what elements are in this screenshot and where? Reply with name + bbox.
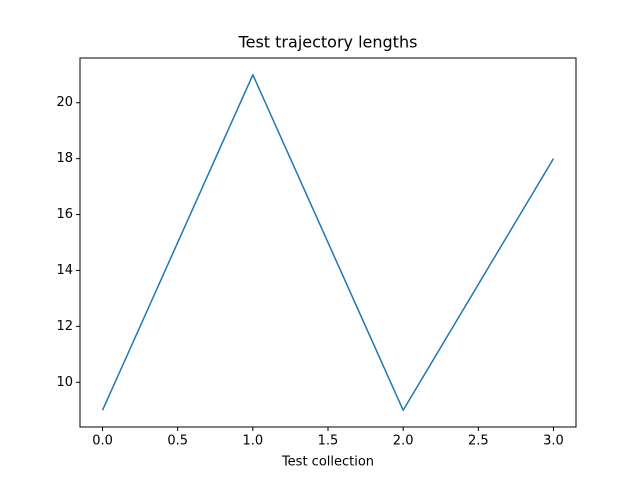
x-axis-label: Test collection bbox=[281, 455, 374, 470]
y-tick-label: 14 bbox=[56, 263, 73, 278]
x-tick-label: 1.0 bbox=[243, 434, 264, 449]
x-tick-label: 0.0 bbox=[92, 434, 113, 449]
line-series bbox=[101, 74, 555, 411]
y-tick-label: 10 bbox=[56, 375, 73, 390]
x-tick-label: 3.0 bbox=[543, 434, 564, 449]
y-tick-label: 18 bbox=[56, 151, 73, 166]
plot-frame bbox=[79, 57, 577, 428]
y-tick-label: 20 bbox=[56, 95, 73, 110]
x-tick-label: 2.5 bbox=[468, 434, 489, 449]
y-tick-label: 16 bbox=[56, 207, 73, 222]
x-tick-label: 2.0 bbox=[393, 434, 414, 449]
x-tick-label: 1.5 bbox=[318, 434, 339, 449]
y-tick-label: 12 bbox=[56, 319, 73, 334]
chart-title: Test trajectory lengths bbox=[238, 33, 418, 52]
x-tick-label: 0.5 bbox=[167, 434, 188, 449]
